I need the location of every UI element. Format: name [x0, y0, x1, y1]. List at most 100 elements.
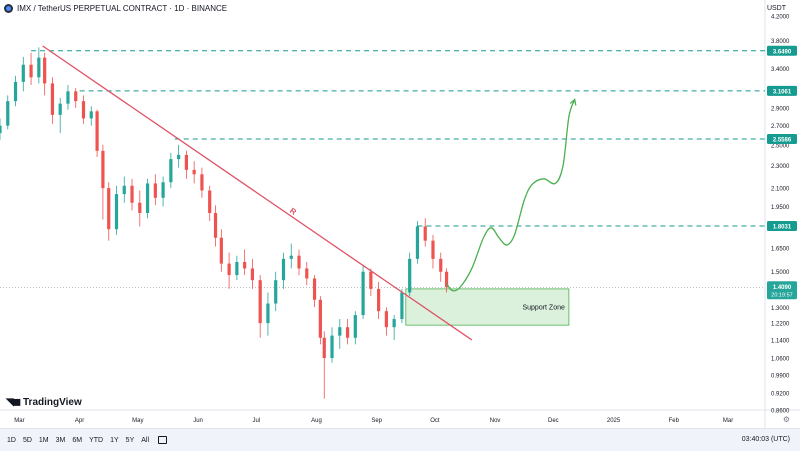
time-tick-label: Aug — [311, 418, 322, 424]
time-tick-label: Apr — [75, 418, 84, 424]
price-level-tag-label: 3.6490 — [773, 49, 792, 55]
candle-body — [95, 111, 99, 151]
projection-curve — [446, 99, 576, 292]
candle-body — [13, 81, 18, 102]
candle-body — [208, 190, 212, 213]
candle-body — [122, 185, 126, 195]
price-tick-label: 2.5000 — [771, 143, 790, 149]
candle-body — [338, 327, 342, 336]
price-level-tag-label: 3.1061 — [773, 89, 792, 95]
timeframe-ytd[interactable]: YTD — [89, 436, 104, 444]
price-tick-label: 1.1400 — [771, 338, 790, 344]
candle-body — [250, 268, 255, 281]
price-tick-label: 2.1000 — [771, 187, 790, 193]
time-tick-label: Mar — [723, 418, 733, 424]
timeframe-all[interactable]: All — [141, 436, 150, 444]
timeframe-1m[interactable]: 1M — [38, 436, 49, 444]
price-level-tag — [767, 221, 797, 232]
calendar-icon[interactable] — [158, 436, 168, 444]
time-tick-label: Feb — [669, 418, 680, 424]
time-tick-label: Jul — [252, 418, 260, 424]
trendline-label: R — [288, 206, 298, 217]
candle-body — [37, 57, 41, 78]
time-tick-label: Jun — [193, 418, 203, 424]
candle-body — [184, 154, 188, 170]
candle-body — [192, 169, 196, 175]
timeframe-1d[interactable]: 1D — [7, 436, 16, 444]
price-tick-label: 2.7000 — [771, 124, 790, 130]
time-tick-label: Oct — [430, 418, 440, 424]
candle-body — [43, 57, 47, 84]
current-price-tag — [767, 281, 797, 300]
currency-label[interactable]: USDT — [766, 5, 786, 12]
imx-logo-icon — [4, 3, 13, 13]
time-tick-label: Mar — [14, 418, 24, 424]
gear-icon[interactable]: ⚙ — [782, 415, 790, 424]
price-level-tag — [767, 45, 797, 56]
candle-body — [361, 271, 365, 316]
candle-body — [0, 125, 2, 134]
utc-clock[interactable]: 03:40:03 (UTC) — [741, 436, 790, 443]
candle-body — [345, 327, 350, 338]
price-chart[interactable]: 4.20003.80003.40003.10002.90002.70002.50… — [0, 0, 800, 428]
candle-body — [369, 271, 373, 289]
candle-body — [258, 280, 262, 324]
candle-body — [89, 111, 93, 119]
timeframe-5y[interactable]: 5Y — [125, 436, 135, 444]
chart-header: IMX / TetherUS PERPETUAL CONTRACT · 1D ·… — [0, 0, 227, 16]
price-tick-label: 1.6500 — [771, 247, 790, 253]
price-tick-label: 1.5000 — [771, 270, 790, 276]
candle-body — [408, 258, 412, 293]
candle-body — [266, 303, 270, 324]
symbol-title[interactable]: IMX / TetherUS PERPETUAL CONTRACT · 1D ·… — [17, 3, 228, 13]
candle-body — [377, 288, 381, 312]
timeframe-1y[interactable]: 1Y — [110, 436, 119, 444]
candle-body — [439, 258, 443, 272]
candle-body — [6, 101, 10, 126]
price-tick-label: 1.0600 — [771, 357, 790, 363]
candle-body — [114, 194, 119, 230]
price-tick-label: 0.8600 — [771, 409, 790, 415]
candle-body — [81, 101, 86, 119]
candle-body — [177, 154, 181, 160]
candle-body — [235, 261, 239, 276]
candle-body — [353, 315, 357, 338]
candle-body — [58, 103, 62, 115]
candle-body — [161, 182, 165, 198]
price-level-tag-label: 1.8031 — [773, 225, 792, 231]
candle-body — [138, 202, 142, 213]
timeframe-5d[interactable]: 5D — [22, 436, 32, 444]
timeframe-6m[interactable]: 6M — [72, 436, 83, 444]
candle-body — [50, 83, 55, 115]
candle-body — [153, 183, 157, 198]
candles — [0, 47, 449, 399]
candle-body — [21, 64, 25, 82]
chart-grid — [0, 0, 800, 428]
timeframe-3m[interactable]: 3M — [55, 436, 66, 444]
support-zone-box — [405, 288, 570, 326]
candle-body — [400, 292, 404, 320]
candle-body — [330, 335, 334, 359]
candle-body — [305, 268, 309, 279]
support-zone-label: Support Zone — [522, 305, 565, 312]
price-tick-label: 2.9000 — [771, 106, 790, 112]
price-tick-label: 3.4000 — [771, 67, 790, 73]
candle-body — [243, 261, 247, 269]
candle-body — [289, 255, 293, 259]
price-tick-label: 1.9500 — [771, 205, 790, 211]
price-level-tag — [767, 134, 797, 145]
candle-body — [312, 278, 317, 300]
brand-name: TradingView — [23, 397, 82, 408]
current-price-label: 1.4090 — [773, 285, 792, 291]
candle-body — [274, 280, 278, 304]
candle-body — [392, 319, 396, 328]
candle-body — [200, 174, 204, 191]
candle-body — [66, 91, 70, 104]
candle-body — [213, 212, 218, 238]
support-zone: Support Zone — [405, 288, 570, 326]
candle-body — [322, 337, 326, 359]
bottom-toolbar: 1D 5D 1M 3M 6M YTD 1Y 5Y All 03:40:03 (U… — [0, 428, 800, 451]
candle-body — [130, 185, 134, 203]
candle-countdown: 20:19:57 — [771, 292, 792, 298]
